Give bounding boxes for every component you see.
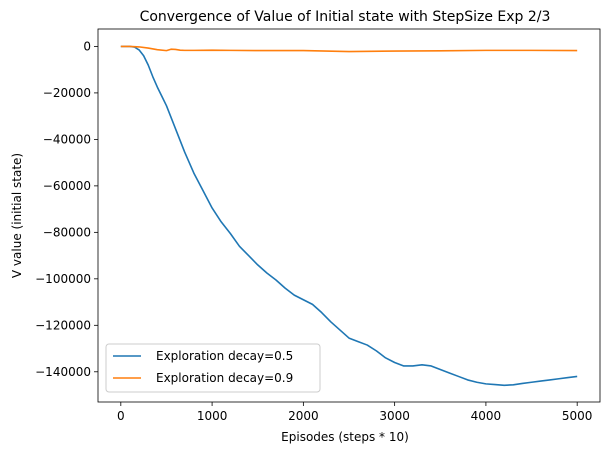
y-tick-label: −140000 bbox=[35, 365, 91, 379]
y-tick-label: −40000 bbox=[43, 132, 91, 146]
x-axis-ticks: 0 1000 2000 3000 4000 5000 bbox=[117, 402, 592, 423]
legend-label-series-2: Exploration decay=0.9 bbox=[156, 371, 293, 385]
legend-label-series-1: Exploration decay=0.5 bbox=[156, 349, 293, 363]
series-layer bbox=[120, 45, 578, 387]
x-tick-label: 3000 bbox=[379, 409, 410, 423]
y-tick-label: −120000 bbox=[35, 318, 91, 332]
legend-frame bbox=[105, 343, 321, 393]
y-tick-label: 0 bbox=[83, 39, 91, 53]
chart-title: Convergence of Value of Initial state wi… bbox=[140, 9, 551, 25]
y-tick-label: −100000 bbox=[35, 272, 91, 286]
x-axis-label: Episodes (steps * 10) bbox=[281, 430, 409, 444]
series-line-1 bbox=[120, 45, 578, 387]
legend: Exploration decay=0.5 Exploration decay=… bbox=[105, 343, 321, 393]
plot-area bbox=[98, 29, 600, 402]
y-tick-label: −60000 bbox=[43, 179, 91, 193]
x-tick-label: 5000 bbox=[562, 409, 593, 423]
series-line-2 bbox=[120, 45, 578, 53]
x-tick-label: 4000 bbox=[471, 409, 502, 423]
y-axis-ticks: 0 −20000 −40000 −60000 −80000 −100000 −120000 −… bbox=[35, 39, 98, 379]
x-tick-label: 2000 bbox=[288, 409, 319, 423]
x-tick-label: 0 bbox=[117, 409, 125, 423]
plot-frame bbox=[97, 28, 601, 403]
y-tick-label: −80000 bbox=[43, 225, 91, 239]
x-tick-label: 1000 bbox=[197, 409, 228, 423]
y-tick-label: −20000 bbox=[43, 86, 91, 100]
y-axis-label: V value (initial state) bbox=[10, 153, 24, 278]
